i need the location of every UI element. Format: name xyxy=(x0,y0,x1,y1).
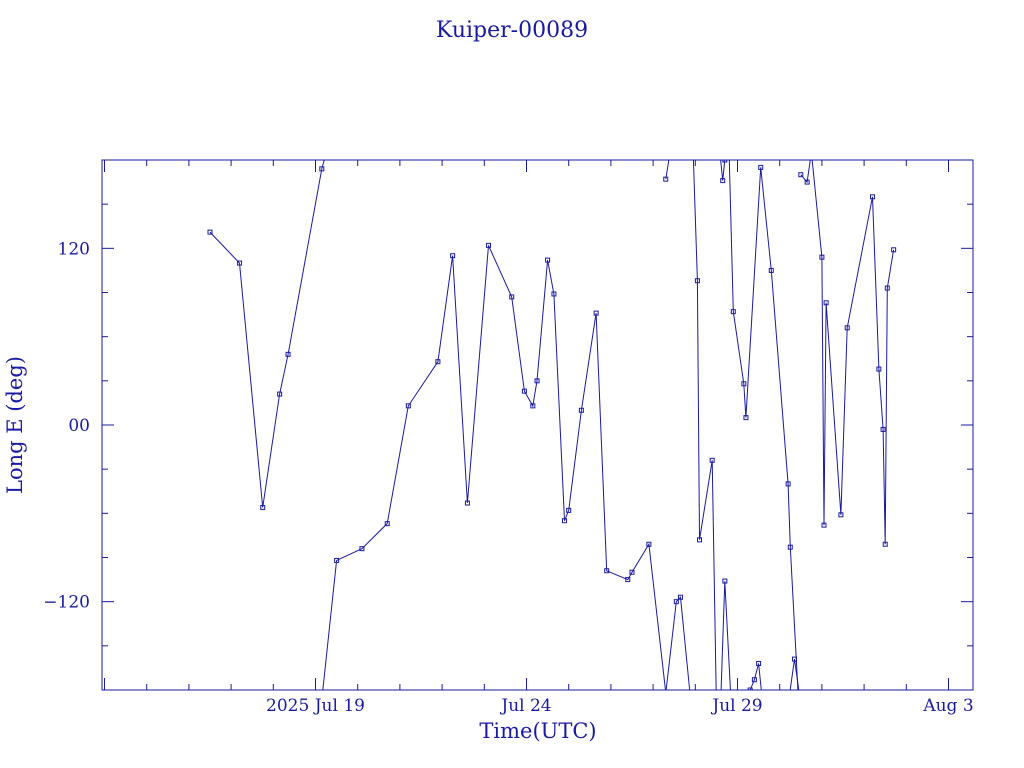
data-point xyxy=(730,309,736,315)
y-tick-label: 00 xyxy=(68,416,90,436)
data-point xyxy=(464,500,470,506)
data-point xyxy=(785,481,791,487)
y-tick-label: −120 xyxy=(43,593,90,613)
data-point xyxy=(207,229,213,235)
data-point xyxy=(722,160,728,163)
series-line xyxy=(665,596,691,690)
data-point xyxy=(625,577,631,583)
y-tick-label: 120 xyxy=(58,239,90,259)
data-point xyxy=(798,172,804,178)
data-point xyxy=(663,176,669,182)
data-point xyxy=(486,242,492,248)
data-point xyxy=(277,391,283,397)
axis-tick-labels: 2025 Jul 19 Jul 24 Jul 29 Aug 3 120 00 −120 xyxy=(43,239,973,716)
x-axis-label: Time(UTC) xyxy=(479,719,596,743)
data-point xyxy=(384,521,390,527)
data-point xyxy=(237,260,243,266)
data-point xyxy=(551,291,557,297)
data-point xyxy=(450,253,456,259)
data-point xyxy=(876,366,882,372)
data-point xyxy=(629,569,635,575)
data-point xyxy=(756,661,762,666)
y-axis-label: Long E (deg) xyxy=(3,356,27,494)
data-point xyxy=(823,300,829,306)
data-point xyxy=(741,381,747,387)
data-point xyxy=(545,257,551,263)
data-point xyxy=(709,457,715,463)
data-point xyxy=(530,403,536,409)
data-point xyxy=(697,537,703,543)
series-line xyxy=(720,160,726,181)
data-point xyxy=(334,557,340,563)
data-point xyxy=(405,403,411,409)
data-point xyxy=(678,594,684,600)
data-point xyxy=(882,541,888,547)
data-point xyxy=(285,351,291,357)
data-point xyxy=(435,359,441,365)
axis-ticks xyxy=(102,160,973,690)
series-line xyxy=(789,659,800,690)
data-point xyxy=(743,415,749,421)
data-point xyxy=(604,568,610,574)
data-point xyxy=(804,179,810,185)
data-point xyxy=(534,378,540,384)
data-point xyxy=(509,294,515,300)
data-point xyxy=(838,512,844,518)
data-point xyxy=(722,578,728,584)
data-point xyxy=(880,426,886,432)
data-point xyxy=(694,278,700,284)
data-point xyxy=(768,267,774,273)
series-line xyxy=(728,160,799,690)
data-point xyxy=(787,544,793,550)
plot-frame xyxy=(101,159,974,691)
data-point xyxy=(747,687,753,690)
plot-area xyxy=(207,160,897,690)
series-line xyxy=(720,581,731,690)
series-line xyxy=(209,160,325,508)
data-point xyxy=(646,541,652,547)
data-point xyxy=(819,254,825,260)
series-line xyxy=(665,160,717,690)
chart-title: Kuiper-00089 xyxy=(436,18,588,43)
series-line xyxy=(800,160,895,545)
data-point xyxy=(891,247,897,253)
data-point xyxy=(758,164,764,170)
series-line xyxy=(749,663,762,690)
data-point xyxy=(751,677,757,683)
data-point xyxy=(593,310,599,316)
data-point xyxy=(561,518,567,524)
data-point xyxy=(521,388,527,394)
x-tick-label: Aug 3 xyxy=(922,696,973,716)
data-point xyxy=(578,407,584,413)
x-tick-label: 2025 Jul 19 xyxy=(266,696,365,716)
data-point xyxy=(319,166,325,172)
data-point xyxy=(260,504,266,510)
x-tick-label: Jul 24 xyxy=(499,696,551,716)
data-point xyxy=(870,194,876,200)
data-point xyxy=(359,546,365,552)
data-point xyxy=(673,599,679,605)
data-point xyxy=(844,325,850,331)
data-point xyxy=(791,656,797,662)
x-tick-label: Jul 29 xyxy=(710,696,762,716)
data-point xyxy=(720,178,726,184)
data-point xyxy=(884,285,890,291)
data-point xyxy=(566,507,572,513)
series-line xyxy=(322,245,666,690)
data-point xyxy=(821,522,827,528)
